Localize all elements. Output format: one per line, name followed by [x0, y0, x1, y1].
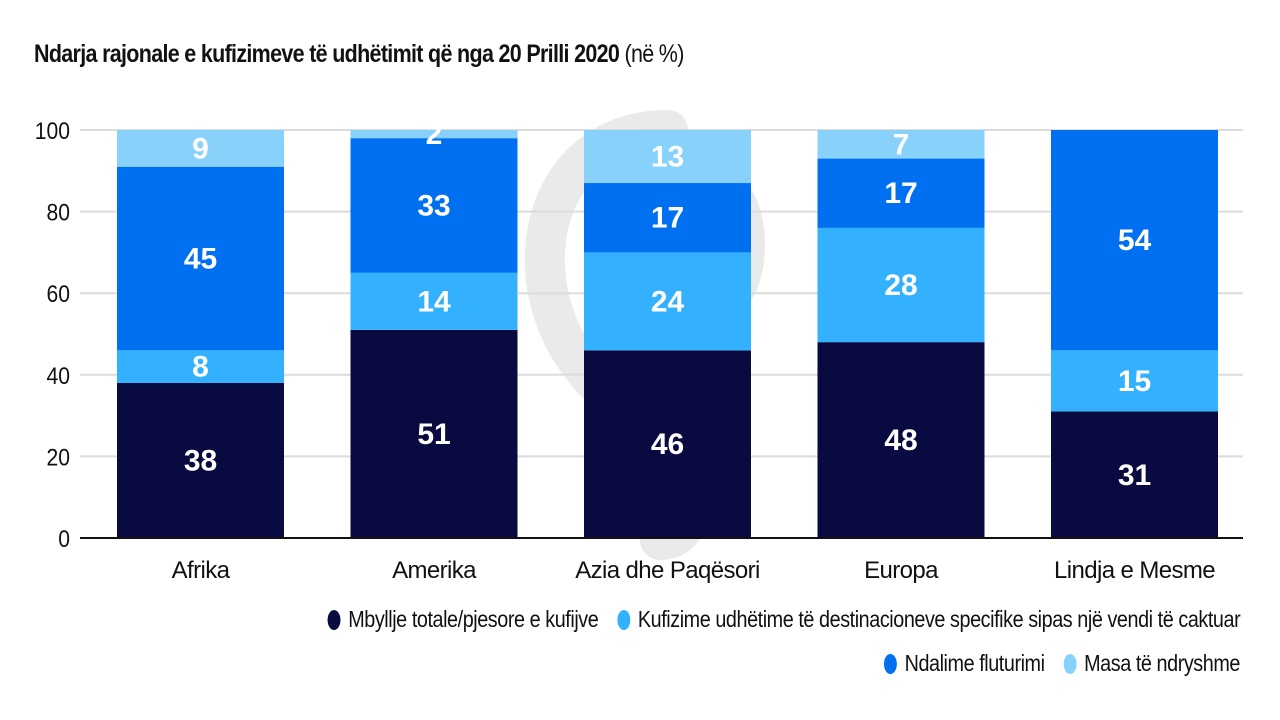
data-label: 33	[417, 189, 450, 222]
chart-title: Ndarja rajonale e kufizimeve të udhëtimi…	[34, 40, 684, 69]
bar-segment	[584, 350, 751, 538]
legend-swatch-icon	[1063, 653, 1077, 674]
data-label: 8	[192, 351, 209, 384]
bar-segment	[584, 183, 751, 253]
x-tick-label: Lindja e Mesme	[1054, 557, 1215, 584]
bar-segment	[1051, 411, 1218, 538]
data-label: 9	[192, 132, 209, 165]
data-label: 48	[884, 424, 917, 457]
bar-segment	[1051, 130, 1218, 351]
data-label: 31	[1118, 459, 1151, 492]
bar-segment	[117, 166, 284, 351]
data-label: 54	[1118, 224, 1152, 257]
data-label: 45	[184, 243, 217, 276]
bar-segment	[817, 342, 985, 538]
data-label: 13	[651, 141, 684, 174]
bar-segment	[817, 227, 985, 343]
data-label: 15	[1118, 365, 1151, 398]
legend-swatch-icon	[883, 653, 897, 674]
legend-label: Mbyllje totale/pjesore e kufijve	[347, 606, 599, 632]
data-label: 2	[426, 118, 443, 151]
bar-segment	[584, 130, 751, 184]
data-label: 46	[651, 428, 684, 461]
legend-item: Ndalime fluturimi	[883, 650, 1045, 677]
bar-segment	[350, 138, 518, 273]
data-label: 38	[184, 444, 217, 477]
data-label: 14	[417, 285, 451, 318]
legend-label: Ndalime fluturimi	[904, 650, 1045, 676]
chart-title-unit: (në %)	[624, 40, 684, 68]
data-label: 51	[417, 418, 450, 451]
stacked-bar-chart: 38 8 45 9 51 14 33 2 46 24 17 13 48 28 17 7 31 15 54 0 20 40…	[35, 110, 1243, 584]
legend-swatch-icon	[327, 609, 341, 630]
legend-item: Mbyllje totale/pjesore e kufijve	[327, 606, 599, 633]
y-tick-label: 80	[47, 199, 70, 226]
bar-segment	[584, 252, 751, 351]
bar-segment	[350, 329, 518, 538]
legend-label: Kufizime udhëtime të destinacioneve spec…	[637, 606, 1241, 632]
bar-segment	[817, 158, 985, 228]
bar-segment	[117, 350, 284, 383]
data-label: 17	[884, 177, 917, 210]
y-tick-label: 60	[47, 281, 70, 308]
legend-row-2: Ndalime fluturimi Masa të ndryshme	[865, 650, 1240, 680]
bar-segment	[117, 130, 284, 167]
chart-title-main: Ndarja rajonale e kufizimeve të udhëtimi…	[34, 40, 620, 68]
bar-segment	[817, 130, 985, 159]
bar-segment	[350, 272, 518, 330]
legend-label: Masa të ndryshme	[1084, 650, 1240, 676]
data-label: 24	[651, 285, 685, 318]
data-label: 28	[884, 269, 917, 302]
bar-segment	[1051, 350, 1218, 412]
data-label: 17	[651, 202, 684, 235]
x-tick-label: Afrika	[172, 557, 231, 584]
y-tick-label: 40	[47, 363, 70, 390]
y-tick-label: 0	[58, 526, 70, 553]
legend-item: Masa të ndryshme	[1063, 650, 1240, 677]
y-tick-label: 20	[47, 444, 70, 471]
y-tick-label: 100	[35, 118, 70, 145]
bar-segment	[117, 382, 284, 538]
x-tick-label: Amerika	[392, 557, 477, 584]
x-tick-label: Europa	[864, 557, 939, 584]
bar-segment	[350, 130, 518, 139]
x-tick-label: Azia dhe Paqësori	[575, 557, 760, 584]
legend-row-1: Mbyllje totale/pjesore e kufijve Kufizime…	[308, 606, 1240, 636]
data-label: 7	[893, 128, 910, 161]
legend-item: Kufizime udhëtime të destinacioneve spec…	[617, 606, 1240, 633]
legend-swatch-icon	[617, 609, 630, 630]
